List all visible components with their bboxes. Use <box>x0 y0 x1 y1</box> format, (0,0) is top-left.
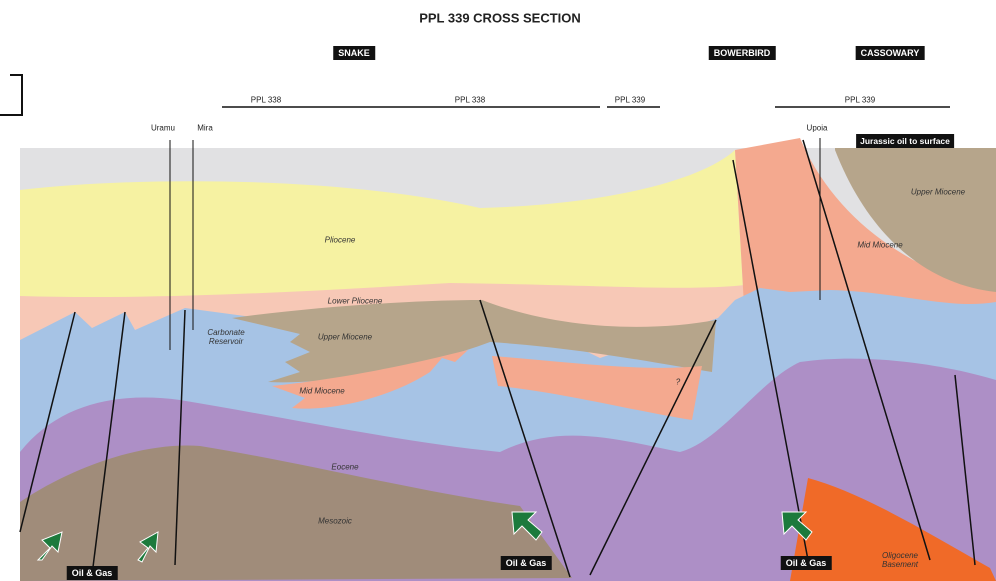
license-label: PPL 339 <box>611 96 649 105</box>
formation-label: Mid Miocene <box>857 241 902 250</box>
well-label: Upoia <box>807 124 828 133</box>
field-label: CASSOWARY <box>856 46 925 60</box>
section-drawing <box>0 0 996 581</box>
formation-label: Mid Miocene <box>299 387 344 396</box>
cross-section: PPL 339 CROSS SECTION SNAKE BOWERBIRD CA… <box>0 0 996 581</box>
formation-label: Oligocene Basement <box>875 551 925 569</box>
field-label: BOWERBIRD <box>709 46 776 60</box>
oil-gas-label: Oil & Gas <box>501 556 552 570</box>
oil-gas-label: Oil & Gas <box>781 556 832 570</box>
formation-label: Eocene <box>331 463 358 472</box>
license-label: PPL 338 <box>247 96 285 105</box>
formation-label: ? <box>676 378 680 387</box>
formation-label: Mesozoic <box>318 517 352 526</box>
license-label: PPL 339 <box>841 96 879 105</box>
formation-label: Carbonate Reservoir <box>201 328 251 346</box>
title: PPL 339 CROSS SECTION <box>419 11 581 26</box>
formation-label: Upper Miocene <box>911 188 965 197</box>
license-label: PPL 338 <box>451 96 489 105</box>
oil-gas-label: Oil & Gas <box>67 566 118 580</box>
formation-label: Lower Pliocene <box>328 297 383 306</box>
formation-label: Pliocene <box>325 236 356 245</box>
well-label: Mira <box>197 124 213 133</box>
callout: Jurassic oil to surface <box>856 134 954 148</box>
formation-label: Upper Miocene <box>318 333 372 342</box>
well-label: Uramu <box>151 124 175 133</box>
field-label: SNAKE <box>333 46 375 60</box>
